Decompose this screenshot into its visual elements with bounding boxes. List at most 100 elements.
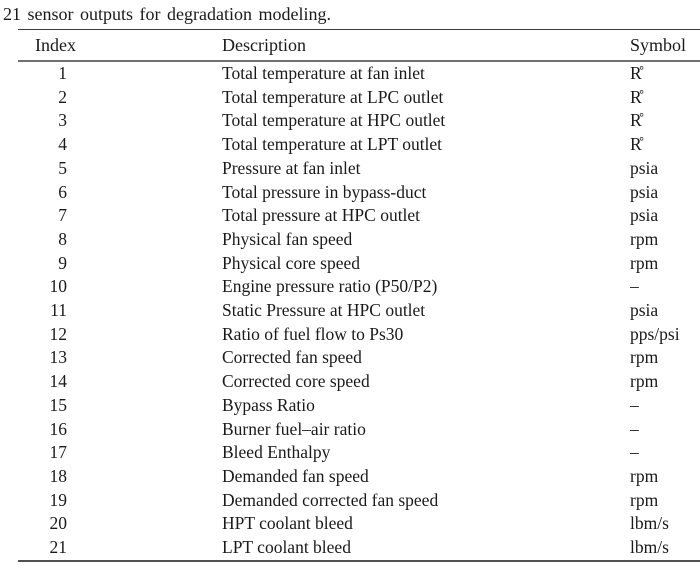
cell-index: 19	[18, 489, 222, 513]
index-value: 21	[49, 537, 68, 558]
table-row: 5 Pressure at fan inlet psia	[18, 157, 700, 181]
cell-index: 6	[18, 181, 222, 205]
cell-index: 9	[18, 252, 222, 276]
cell-description: Total pressure in bypass-duct	[222, 181, 427, 202]
cell-index: 8	[18, 228, 222, 252]
cell-description: Bleed Enthalpy	[222, 442, 331, 463]
table-caption: 21 sensor outputs for degradation modeli…	[3, 4, 331, 24]
sensor-outputs-table: Index Description Symbol 1 Total temperat…	[18, 29, 700, 562]
cell-symbol: lbm/s	[630, 513, 669, 534]
table-row: 16 Burner fuel–air ratio –	[18, 418, 700, 442]
table-row: 15 Bypass Ratio –	[18, 394, 700, 418]
table-row: 10 Engine pressure ratio (P50/P2) –	[18, 275, 700, 299]
cell-description: Bypass Ratio	[222, 394, 315, 415]
cell-description: Physical core speed	[222, 252, 361, 273]
cell-description: Total temperature at HPC outlet	[222, 110, 446, 131]
cell-symbol: rpm	[630, 252, 659, 273]
table-row: 13 Corrected fan speed rpm	[18, 346, 700, 370]
cell-index: 13	[18, 346, 222, 370]
index-value: 8	[58, 228, 67, 249]
index-value: 16	[49, 418, 68, 439]
cell-symbol: psia	[630, 205, 659, 226]
table-body: 1 Total temperature at fan inlet R̊ 2 Total …	[18, 61, 700, 561]
table-row: 9 Physical core speed rpm	[18, 252, 700, 276]
table-row: 17 Bleed Enthalpy –	[18, 441, 700, 465]
cell-index: 1	[18, 61, 222, 86]
table-row: 1 Total temperature at fan inlet R̊	[18, 61, 700, 86]
cell-symbol: –	[630, 418, 639, 439]
cell-index: 3	[18, 109, 222, 133]
cell-index: 12	[18, 323, 222, 347]
cell-symbol: R̊	[630, 63, 642, 83]
cell-index: 2	[18, 86, 222, 110]
index-value: 17	[49, 442, 68, 463]
cell-index: 10	[18, 275, 222, 299]
index-value: 13	[49, 347, 68, 368]
cell-description: Total temperature at fan inlet	[222, 63, 425, 83]
cell-description: Burner fuel–air ratio	[222, 418, 366, 439]
index-value: 1	[58, 63, 67, 83]
index-value: 10	[49, 276, 68, 297]
index-value: 7	[58, 205, 67, 226]
cell-symbol: lbm/s	[630, 537, 669, 558]
cell-symbol: psia	[630, 181, 659, 202]
table-row: 18 Demanded fan speed rpm	[18, 465, 700, 489]
cell-symbol: psia	[630, 157, 659, 178]
table-row: 2 Total temperature at LPC outlet R̊	[18, 86, 700, 110]
table-row: 14 Corrected core speed rpm	[18, 370, 700, 394]
cell-description: Ratio of fuel flow to Ps30	[222, 323, 404, 344]
index-value: 4	[58, 134, 67, 155]
table-row: 6 Total pressure in bypass-duct psia	[18, 181, 700, 205]
index-value: 18	[49, 465, 68, 486]
header-row: Index Description Symbol	[18, 29, 700, 61]
index-value: 19	[49, 489, 68, 510]
index-value: 5	[58, 157, 67, 178]
index-value: 12	[49, 323, 68, 344]
cell-index: 21	[18, 536, 222, 561]
index-value: 20	[49, 513, 68, 534]
cell-index: 18	[18, 465, 222, 489]
table-row: 7 Total pressure at HPC outlet psia	[18, 204, 700, 228]
cell-description: Demanded corrected fan speed	[222, 489, 439, 510]
cell-description: HPT coolant bleed	[222, 513, 353, 534]
cell-symbol: –	[630, 442, 639, 463]
cell-index: 11	[18, 299, 222, 323]
cell-index: 5	[18, 157, 222, 181]
cell-description: Physical fan speed	[222, 228, 353, 249]
table-row: 20 HPT coolant bleed lbm/s	[18, 512, 700, 536]
table-header: Index Description Symbol	[18, 29, 700, 61]
cell-symbol: rpm	[630, 371, 659, 392]
table-row: 12 Ratio of fuel flow to Ps30 pps/psi	[18, 323, 700, 347]
cell-symbol: R̊	[630, 110, 642, 131]
table-row: 21 LPT coolant bleed lbm/s	[18, 536, 700, 561]
cell-index: 15	[18, 394, 222, 418]
index-value: 14	[49, 371, 68, 392]
index-value: 15	[49, 394, 68, 415]
cell-index: 4	[18, 133, 222, 157]
cell-symbol: R̊	[630, 134, 642, 155]
cell-index: 17	[18, 441, 222, 465]
cell-symbol: –	[630, 276, 639, 297]
index-value: 3	[58, 110, 67, 131]
cell-symbol: rpm	[630, 347, 659, 368]
cell-description: Static Pressure at HPC outlet	[222, 300, 426, 321]
cell-description: Total temperature at LPC outlet	[222, 86, 444, 107]
index-value: 2	[58, 86, 67, 107]
cell-description: LPT coolant bleed	[222, 537, 351, 558]
index-value: 9	[58, 252, 67, 273]
column-header-description: Description	[222, 34, 306, 55]
cell-description: Demanded fan speed	[222, 465, 369, 486]
cell-description: Corrected core speed	[222, 371, 370, 392]
table-row: 11 Static Pressure at HPC outlet psia	[18, 299, 700, 323]
cell-description: Total temperature at LPT outlet	[222, 134, 443, 155]
cell-description: Engine pressure ratio (P50/P2)	[222, 276, 438, 297]
column-header-symbol: Symbol	[630, 34, 687, 55]
table-row: 3 Total temperature at HPC outlet R̊	[18, 109, 700, 133]
cell-symbol: R̊	[630, 86, 642, 107]
cell-symbol: rpm	[630, 489, 659, 510]
cell-symbol: pps/psi	[630, 323, 680, 344]
cell-index: 20	[18, 512, 222, 536]
cell-index: 16	[18, 418, 222, 442]
cell-symbol: rpm	[630, 465, 659, 486]
